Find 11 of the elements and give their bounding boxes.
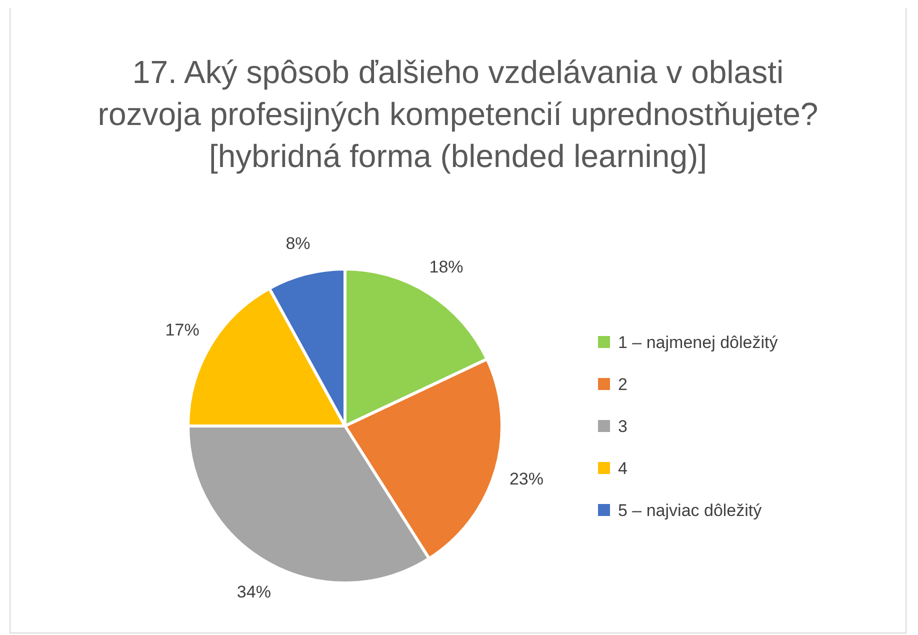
legend-label: 4 [618,458,628,478]
data-label: 17% [165,320,200,340]
data-label: 8% [286,234,310,253]
legend-label: 3 [618,416,628,436]
legend-label: 1 – najmenej dôležitý [618,332,778,352]
legend-label: 2 [618,374,628,394]
data-label: 18% [429,257,464,276]
data-label: 23% [509,470,544,489]
legend-label: 5 – najviac dôležitý [618,500,762,520]
chart-title: 17. Aký spôsob ďalšieho vzdelávania v oblasti rozvoja profesijných kompetencií uprednostňujete? [hybridná forma (blended learning)] [98,54,818,174]
data-label: 34% [236,582,271,602]
